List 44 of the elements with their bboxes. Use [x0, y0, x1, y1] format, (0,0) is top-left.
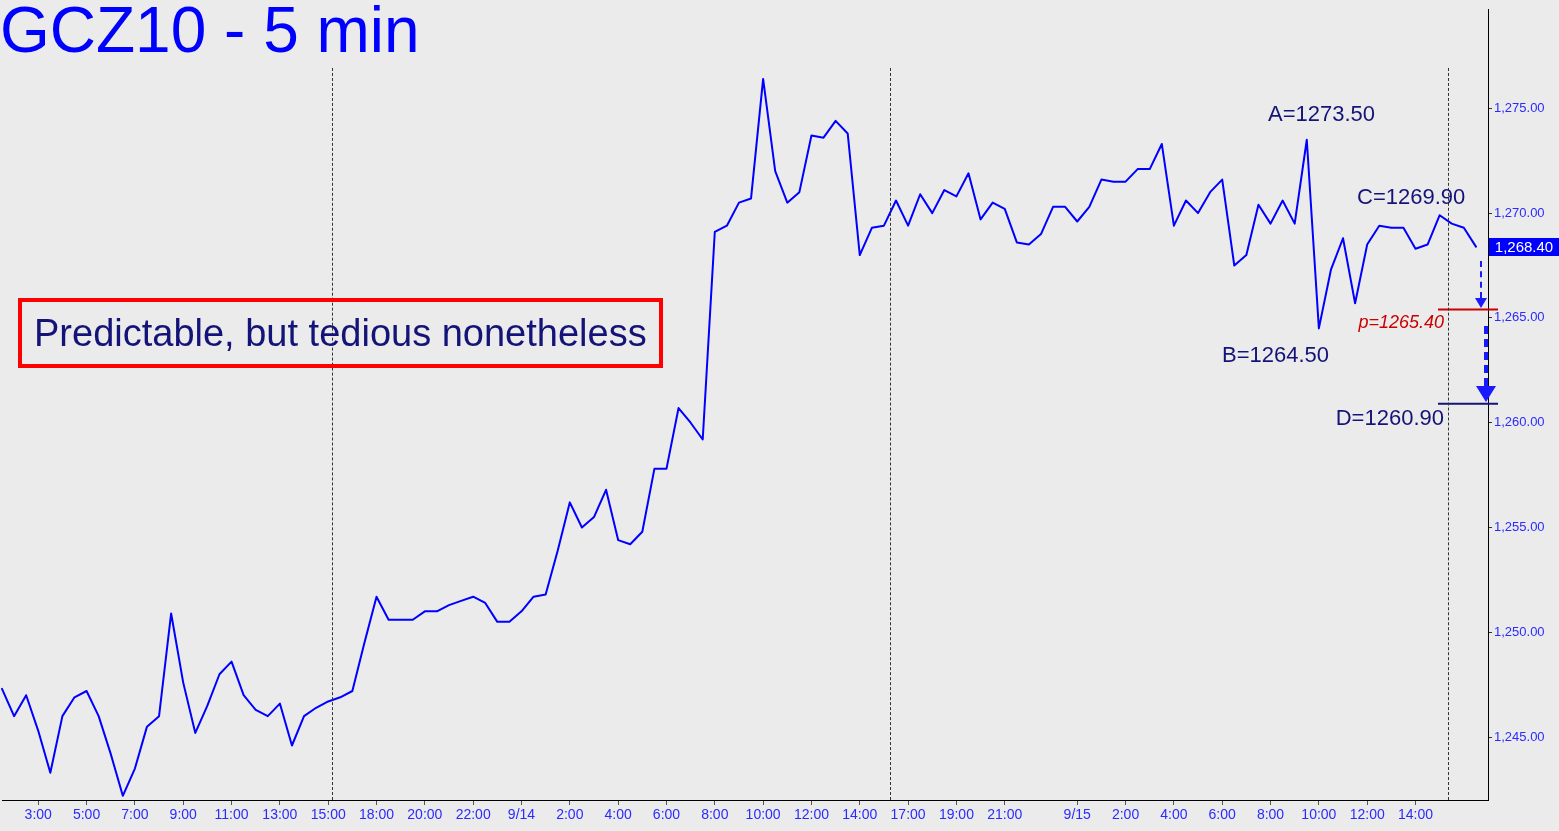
annotation: B=1264.50 [1222, 342, 1330, 368]
annotation: C=1269.90 [1357, 184, 1466, 210]
x-tick-label: 8:00 [1256, 806, 1285, 823]
annotation: Predictable, but tedious nonetheless [18, 298, 663, 368]
x-tick-label: 17:00 [890, 806, 926, 823]
x-tick-label: 6:00 [652, 806, 681, 823]
y-tick-label: 1,260.00 [1494, 414, 1545, 430]
y-tick-label: 1,270.00 [1494, 204, 1545, 220]
x-tick-label: 12:00 [793, 806, 830, 823]
x-tick-label: 10:00 [1301, 806, 1337, 823]
ref-line-label: p=1265.40 [1357, 311, 1444, 332]
ref-line-label: D=1260.90 [1335, 404, 1444, 430]
x-tick-label: 13:00 [262, 806, 298, 823]
x-tick-label: 4:00 [1160, 806, 1188, 823]
x-tick-label: 5:00 [72, 806, 101, 823]
x-tick-label: 6:00 [1208, 806, 1237, 823]
x-tick-label: 2:00 [556, 806, 584, 823]
y-tick-label: 1,255.00 [1494, 519, 1545, 535]
x-tick-label: 9:00 [169, 806, 198, 823]
y-tick-label: 1,265.00 [1494, 309, 1545, 325]
x-tick-label: 14:00 [1397, 806, 1434, 823]
x-tick-label: 9/15 [1063, 806, 1092, 823]
x-tick-label: 18:00 [359, 806, 395, 823]
x-tick-label: 7:00 [121, 806, 149, 823]
y-tick-label: 1,250.00 [1494, 623, 1545, 639]
chart-title: GCZ10 - 5 min [0, 0, 420, 68]
x-tick-label: 12:00 [1349, 806, 1385, 823]
y-tick-label: 1,245.00 [1494, 728, 1545, 744]
y-tick-label: 1,275.00 [1494, 99, 1545, 115]
x-tick-label: 14:00 [842, 806, 878, 823]
x-tick-label: 11:00 [214, 806, 249, 823]
x-tick-label: 9/14 [507, 806, 536, 823]
annotation: A=1273.50 [1268, 101, 1376, 127]
text: 1,268.40 [1489, 237, 1559, 256]
x-tick-label: 4:00 [604, 806, 632, 823]
x-tick-label: 21:00 [987, 806, 1023, 823]
x-tick-label: 3:00 [24, 806, 53, 823]
x-tick-label: 19:00 [938, 806, 975, 823]
x-tick-label: 20:00 [407, 806, 443, 823]
x-tick-label: 2:00 [1111, 806, 1140, 823]
x-tick-label: 8:00 [701, 806, 729, 823]
x-tick-label: 15:00 [310, 806, 346, 823]
x-tick-label: 22:00 [455, 806, 491, 823]
x-tick-label: 10:00 [745, 806, 781, 823]
